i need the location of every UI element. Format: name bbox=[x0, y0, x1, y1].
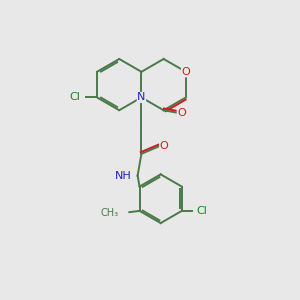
Text: O: O bbox=[177, 108, 186, 118]
Text: O: O bbox=[182, 67, 190, 77]
Text: NH: NH bbox=[114, 171, 131, 181]
Text: N: N bbox=[137, 92, 146, 102]
Text: CH₃: CH₃ bbox=[101, 208, 119, 218]
Text: O: O bbox=[160, 141, 168, 151]
Text: Cl: Cl bbox=[197, 206, 208, 216]
Text: Cl: Cl bbox=[70, 92, 81, 102]
